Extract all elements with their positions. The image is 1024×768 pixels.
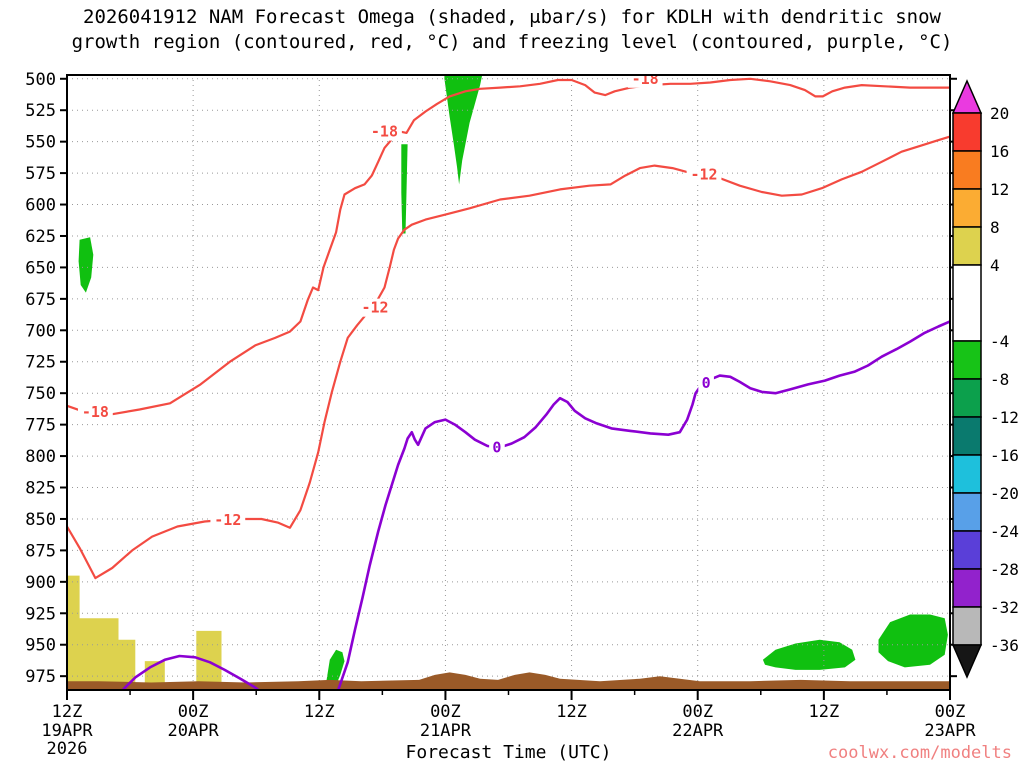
contour-label: 0 (492, 438, 501, 456)
colorbar-tick-label: -4 (990, 332, 1009, 351)
y-tick-label: 850 (25, 510, 56, 530)
colorbar-tick-label: -32 (990, 598, 1019, 617)
y-tick-label: 775 (25, 416, 56, 436)
colorbar-segment (952, 340, 982, 380)
contour-label: -12 (690, 165, 717, 183)
shaded-region-green (444, 75, 483, 185)
colorbar-tick-label: -24 (990, 522, 1019, 541)
shaded-region-green (78, 237, 94, 293)
colorbar-tick-label: -12 (990, 408, 1019, 427)
colorbar-segment (952, 416, 982, 456)
grid (67, 75, 950, 690)
colorbar-tick-label: 16 (990, 142, 1009, 161)
y-tick-label: 900 (25, 573, 56, 593)
colorbar: 20 16 12 8 4 -4 -8 -12 -16 -20 -24 -28 -32 -36 (951, 79, 1019, 679)
colorbar-tick-label: -28 (990, 560, 1019, 579)
y-tick-label: 600 (25, 196, 56, 216)
x-tick-label: 12Z (556, 702, 587, 722)
colorbar-segment (952, 150, 982, 190)
x-date-label: 21APR (420, 721, 472, 741)
y-tick-label: 800 (25, 447, 56, 467)
x-year-label: 2026 (47, 739, 88, 759)
contour-label: -18 (632, 70, 659, 88)
x-tick-label: 12Z (304, 702, 335, 722)
colorbar-tick-label: 4 (990, 256, 1000, 275)
y-tick-label: 550 (25, 133, 56, 153)
contour-label: 0 (702, 374, 711, 392)
colorbar-tick-label: 12 (990, 180, 1009, 199)
colorbar-tick-label: 8 (990, 218, 1000, 237)
y-tick-label: 725 (25, 353, 56, 373)
contour-label: -12 (214, 511, 241, 529)
colorbar-tick-label: -8 (990, 370, 1009, 389)
x-tick-label: 00Z (935, 702, 966, 722)
chart-title-line1: 2026041912 NAM Forecast Omega (shaded, μ… (83, 6, 941, 28)
x-tick-label: 12Z (52, 702, 83, 722)
x-tick-label: 00Z (178, 702, 209, 722)
contour-label: -18 (371, 123, 398, 141)
contour-dgz-18C (67, 77, 950, 416)
contour-label: -18 (82, 403, 109, 421)
y-tick-label: 500 (25, 70, 56, 90)
shaded-region-green (401, 144, 408, 234)
y-tick-label: 525 (25, 101, 56, 121)
colorbar-segment (952, 378, 982, 418)
colorbar-segment (952, 226, 982, 266)
colorbar-tick-label: -16 (990, 446, 1019, 465)
colorbar-segment (952, 606, 982, 646)
colorbar-segment (952, 454, 982, 494)
x-date-label: 23APR (924, 721, 976, 741)
y-tick-label: 750 (25, 384, 56, 404)
y-tick-label: 700 (25, 321, 56, 341)
shaded-region-green (878, 614, 948, 668)
y-tick-label: 650 (25, 258, 56, 278)
colorbar-tick-label: 20 (990, 104, 1009, 123)
colorbar-segment (952, 568, 982, 608)
y-tick-label: 925 (25, 604, 56, 624)
contour-freezing-0C (336, 320, 950, 690)
shaded-region-green (762, 639, 856, 670)
plot-content: -18 -18 -18 -12 -12 -12 0 0 (67, 70, 950, 690)
y-tick-label: 625 (25, 227, 56, 247)
colorbar-arrow-top (951, 79, 983, 114)
colorbar-segment (952, 264, 982, 342)
colorbar-segment (952, 188, 982, 228)
x-date-label: 22APR (672, 721, 724, 741)
y-tick-label: 575 (25, 164, 56, 184)
contour-label: -12 (361, 299, 388, 317)
colorbar-segment (952, 530, 982, 570)
x-tick-label: 00Z (430, 702, 461, 722)
contour-dgz-12C (67, 135, 950, 580)
x-tick-label: 00Z (682, 702, 713, 722)
x-tick-label: 12Z (808, 702, 839, 722)
y-tick-label: 875 (25, 541, 56, 561)
x-date-label: 20APR (168, 721, 220, 741)
y-tick-label: 825 (25, 479, 56, 499)
contour-freezing-0C-arc (121, 654, 260, 690)
shaded-region-green (326, 649, 345, 685)
colorbar-arrow-bottom (951, 644, 983, 679)
shaded-region-yellow (67, 575, 136, 685)
colorbar-tick-label: -20 (990, 484, 1019, 503)
watermark-text: coolwx.com/modelts (827, 743, 1012, 763)
colorbar-segment (952, 492, 982, 532)
colorbar-tick-label: -36 (990, 636, 1019, 655)
y-tick-label: 675 (25, 290, 56, 310)
y-tick-label: 950 (25, 636, 56, 656)
x-date-label: 19APR (41, 721, 93, 741)
terrain-profile (67, 672, 950, 690)
x-axis-title: Forecast Time (UTC) (405, 742, 612, 763)
y-tick-label: 975 (25, 667, 56, 687)
colorbar-segment (952, 112, 982, 152)
chart-title-line2: growth region (contoured, red, °C) and f… (71, 31, 953, 53)
